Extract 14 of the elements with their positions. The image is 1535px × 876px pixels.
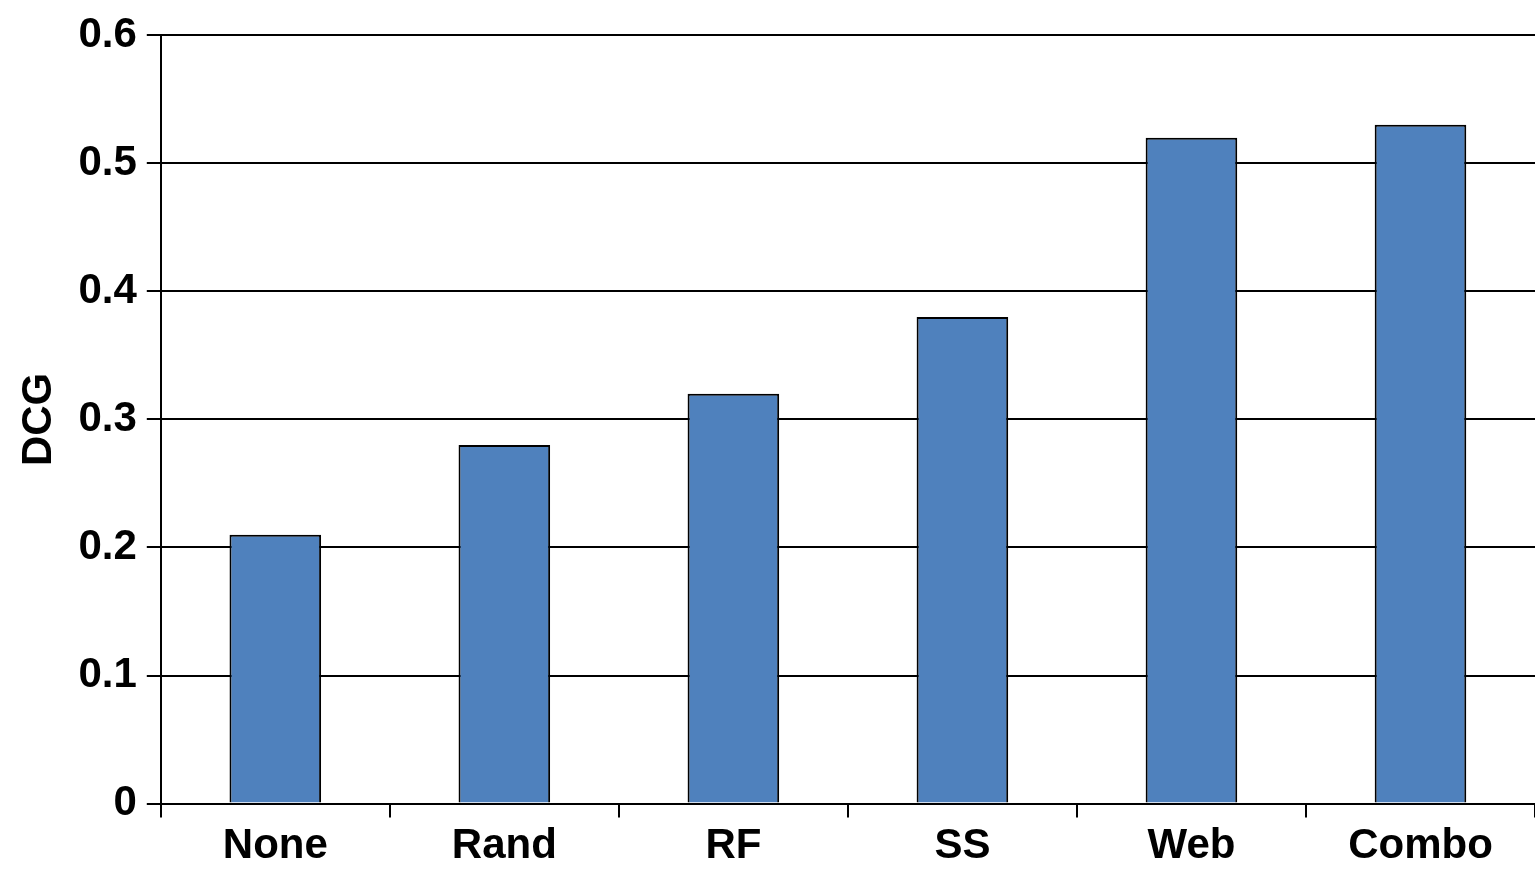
y-tick-label: 0.1 xyxy=(78,649,137,697)
y-axis-title: DCG xyxy=(12,372,60,467)
x-tick-label: Rand xyxy=(451,820,557,868)
y-tick-label: 0.4 xyxy=(78,264,138,312)
y-tick-label: 0.6 xyxy=(78,8,137,56)
x-tick-label: Web xyxy=(1147,820,1236,868)
y-tick-label: 0 xyxy=(113,777,137,825)
x-tick-label: RF xyxy=(705,820,762,868)
x-tick-label: SS xyxy=(934,820,991,868)
x-tick-label: None xyxy=(222,820,328,868)
y-tick-label: 0.2 xyxy=(78,521,137,569)
y-tick-label: 0.5 xyxy=(78,136,137,184)
y-tick-label: 0.3 xyxy=(78,392,137,440)
x-tick-label: Combo xyxy=(1348,820,1493,868)
